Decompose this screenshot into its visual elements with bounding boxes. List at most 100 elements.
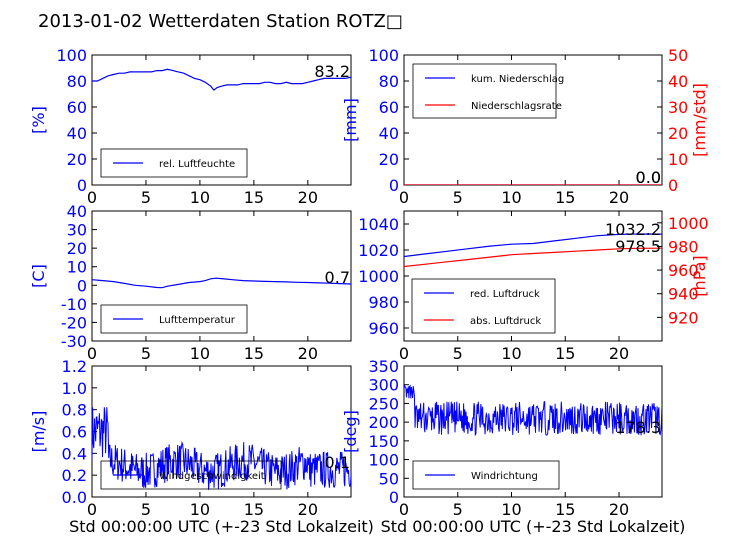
legend-label: rel. Luftfeuchte	[159, 159, 235, 170]
x-tick-label: 5	[141, 500, 151, 519]
x-tick-label: 0	[87, 344, 97, 363]
panel-temperature: 0 5 10 15 20-30-20-10010203040[C]Lufttempera…	[29, 202, 352, 363]
y2-tick-label: 10	[668, 150, 688, 169]
x-tick-label: 15	[244, 344, 264, 363]
y-tick-label: -20	[61, 313, 87, 332]
y-tick-label: 150	[368, 432, 399, 451]
x-tick-label: 10	[501, 188, 521, 207]
x-axis-label: Std 00:00:00 UTC (+-23 Std Lokalzeit)	[381, 517, 686, 536]
y2-axis-label: [mm/std]	[690, 83, 709, 157]
y-tick-label: 20	[379, 150, 399, 169]
y-axis-label: [mm]	[341, 98, 360, 142]
series-line-1	[92, 277, 351, 289]
x-tick-label: 20	[609, 188, 629, 207]
x-tick-label: 10	[190, 188, 210, 207]
x-tick-label: 10	[501, 500, 521, 519]
x-tick-label: 15	[244, 188, 264, 207]
y-tick-label: 100	[368, 46, 399, 65]
y2-tick-label: 40	[668, 72, 688, 91]
x-tick-label: 0	[87, 188, 97, 207]
y2-tick-label: 960	[668, 261, 699, 280]
current-value-label: 978.5	[615, 237, 661, 256]
y-tick-label: 1.2	[62, 357, 87, 376]
x-tick-label: 5	[141, 188, 151, 207]
series-line-1	[404, 233, 662, 258]
y-tick-label: 50	[379, 469, 399, 488]
x-tick-label: 15	[555, 188, 575, 207]
x-tick-label: 20	[298, 188, 318, 207]
x-tick-label: 5	[141, 344, 151, 363]
y-tick-label: 40	[67, 124, 87, 143]
x-tick-label: 10	[190, 500, 210, 519]
x-tick-label: 15	[244, 500, 264, 519]
y-tick-label: 10	[67, 258, 87, 277]
current-value-label: 1032.2	[605, 220, 661, 239]
y2-tick-label: 1000	[668, 214, 709, 233]
y-tick-label: 60	[379, 98, 399, 117]
y-tick-label: 250	[368, 394, 399, 413]
current-value-label: 0.7	[325, 268, 350, 287]
x-tick-label: 10	[190, 344, 210, 363]
legend-label: kum. Niederschlag	[471, 74, 564, 85]
current-value-label: 83.2	[314, 62, 350, 81]
y-tick-label: 0.8	[62, 401, 87, 420]
x-tick-label: 0	[399, 344, 409, 363]
legend-box	[412, 63, 557, 119]
y-tick-label: 60	[67, 98, 87, 117]
y2-axis-label: [hPa]	[690, 255, 709, 296]
y-tick-label: -30	[61, 332, 87, 351]
series-line-1	[92, 407, 351, 490]
x-tick-label: 5	[453, 188, 463, 207]
y-tick-label: 0.4	[62, 444, 87, 463]
y-tick-label: 1.0	[62, 379, 87, 398]
panel-wind_speed: 0 5 10 15 20 0.0 0.2 0.4 0.6 0.8 1.0 1.2 [m/s] Std 00…	[29, 357, 374, 536]
y-tick-label: 0	[389, 176, 399, 195]
y-tick-label: 960	[368, 319, 399, 338]
y-tick-label: 0.2	[62, 466, 87, 485]
y-tick-label: 0.6	[62, 423, 87, 442]
legend-label: red. Luftdruck	[470, 289, 540, 300]
current-value-label: 0.0	[636, 168, 661, 187]
legend-box	[100, 460, 282, 490]
y-tick-label: 0.0	[62, 488, 87, 507]
y-tick-label: 300	[368, 376, 399, 395]
panel-pressure: 0 5 10 15 20 960 980 1000 1020 1040 920 940 960 980 10…	[358, 210, 709, 363]
y-axis-label: [C]	[29, 264, 48, 288]
series-line-1	[404, 384, 662, 437]
y-tick-label: 200	[368, 413, 399, 432]
legend-box	[412, 460, 560, 490]
current-value-label: 0.1	[325, 453, 350, 472]
y-axis-label: [m/s]	[29, 411, 48, 453]
y-tick-label: 80	[67, 72, 87, 91]
y-tick-label: 0	[77, 176, 87, 195]
y-tick-label: 1020	[358, 241, 399, 260]
x-tick-label: 10	[501, 344, 521, 363]
y2-tick-label: 980	[668, 237, 699, 256]
legend-label: abs. Luftdruck	[470, 316, 541, 327]
current-value-label: 178.3	[615, 418, 661, 437]
y-tick-label: 0	[389, 488, 399, 507]
legend-box	[411, 278, 556, 334]
y-axis-label: [deg]	[341, 410, 360, 453]
y-tick-label: 30	[67, 221, 87, 240]
legend-label: Windgeschwindigkeit	[159, 471, 265, 482]
y-tick-label: 100	[368, 451, 399, 470]
y-tick-label: 20	[67, 239, 87, 258]
current-value-label: 0.0	[636, 168, 661, 187]
y-tick-label: 100	[56, 46, 87, 65]
y2-tick-label: 50	[668, 46, 688, 65]
y-tick-label: 1000	[358, 267, 399, 286]
x-tick-label: 0	[399, 500, 409, 519]
y-axis-label: [%]	[29, 106, 48, 134]
y-tick-label: 40	[379, 124, 399, 143]
y2-tick-label: 0	[668, 176, 678, 195]
y-tick-label: -10	[61, 295, 87, 314]
y-tick-label: 20	[67, 150, 87, 169]
x-tick-label: 15	[555, 500, 575, 519]
series-line-1	[92, 68, 351, 91]
x-tick-label: 0	[399, 188, 409, 207]
x-tick-label: 20	[298, 344, 318, 363]
y2-tick-label: 30	[668, 98, 688, 117]
